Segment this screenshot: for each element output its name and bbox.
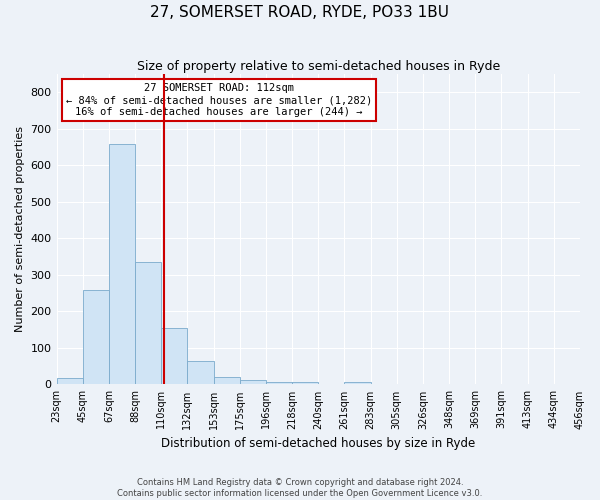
Bar <box>56 378 83 384</box>
Bar <box>161 328 187 384</box>
X-axis label: Distribution of semi-detached houses by size in Ryde: Distribution of semi-detached houses by … <box>161 437 475 450</box>
Bar <box>292 382 318 384</box>
Bar <box>135 262 161 384</box>
Y-axis label: Number of semi-detached properties: Number of semi-detached properties <box>15 126 25 332</box>
Text: 27 SOMERSET ROAD: 112sqm
← 84% of semi-detached houses are smaller (1,282)
16% o: 27 SOMERSET ROAD: 112sqm ← 84% of semi-d… <box>65 84 372 116</box>
Bar <box>344 382 371 384</box>
Bar <box>266 382 292 384</box>
Bar <box>187 360 214 384</box>
Title: Size of property relative to semi-detached houses in Ryde: Size of property relative to semi-detach… <box>137 60 500 73</box>
Bar <box>109 144 135 384</box>
Bar <box>214 377 240 384</box>
Bar <box>83 290 109 384</box>
Text: 27, SOMERSET ROAD, RYDE, PO33 1BU: 27, SOMERSET ROAD, RYDE, PO33 1BU <box>151 5 449 20</box>
Text: Contains HM Land Registry data © Crown copyright and database right 2024.
Contai: Contains HM Land Registry data © Crown c… <box>118 478 482 498</box>
Bar <box>240 380 266 384</box>
